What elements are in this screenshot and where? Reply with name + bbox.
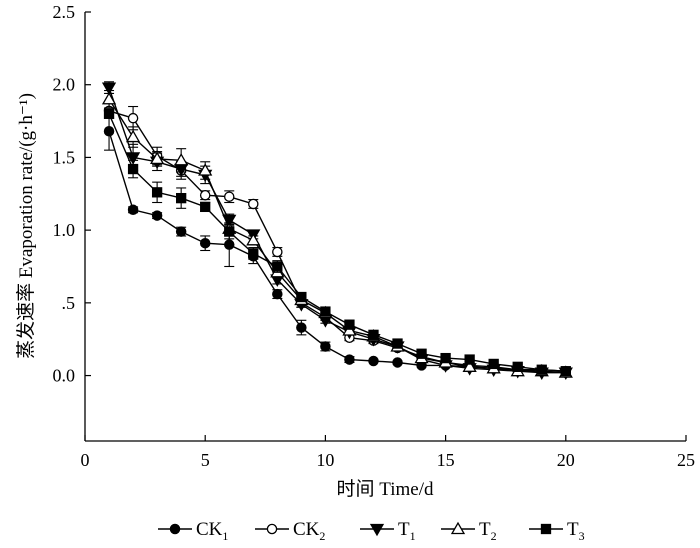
data-point: [512, 361, 523, 372]
y-tick-label: 1.0: [53, 220, 76, 240]
data-point: [125, 152, 141, 165]
data-point: [151, 187, 163, 198]
data-point: [199, 189, 211, 201]
plot-area: [101, 81, 573, 380]
legend-subscript: 2: [319, 529, 325, 543]
data-point: [248, 248, 259, 259]
data-point: [392, 338, 403, 349]
data-point: [536, 364, 547, 375]
data-point: [198, 163, 213, 176]
data-point: [149, 151, 165, 165]
x-tick-label: 20: [557, 450, 575, 470]
data-point: [464, 354, 475, 365]
data-point: [127, 204, 139, 216]
data-point: [368, 329, 379, 340]
data-point: [224, 226, 235, 237]
legend-label: CK2: [293, 519, 325, 543]
legend-item: T1: [360, 519, 416, 543]
legend-subscript: 3: [579, 529, 585, 543]
legend: CK1 CK2 T1 T2 T3: [158, 519, 585, 543]
series-t2: [101, 89, 573, 378]
legend-label: T1: [398, 519, 416, 543]
ticks: 0 5 10 15 20 25 0.0 .5 1.0 1.5 2.0 2.5: [53, 2, 696, 470]
data-point: [272, 261, 283, 272]
legend-item: CK2: [255, 519, 325, 543]
data-point: [416, 348, 427, 359]
data-point: [175, 226, 187, 237]
data-point: [344, 354, 355, 365]
legend-subscript: 1: [410, 529, 416, 543]
data-point: [127, 112, 139, 124]
series-line: [108, 110, 566, 374]
legend-marker: [169, 523, 181, 535]
data-point: [199, 237, 211, 249]
legend-label: T2: [479, 519, 497, 543]
series-ck1: [103, 111, 572, 377]
legend-marker: [450, 521, 466, 535]
data-point: [103, 108, 115, 119]
data-point: [488, 358, 499, 370]
data-point: [223, 191, 235, 202]
data-point: [103, 125, 115, 137]
legend-subscript: 1: [222, 529, 228, 543]
y-tick-label: .5: [62, 293, 76, 313]
x-tick-label: 15: [437, 450, 455, 470]
x-tick-label: 5: [201, 450, 210, 470]
x-tick-label: 10: [316, 450, 334, 470]
data-point: [296, 291, 307, 303]
data-point: [200, 201, 211, 213]
y-tick-label: 2.0: [53, 75, 76, 95]
data-point: [272, 288, 283, 300]
legend-subscript: 2: [491, 529, 497, 543]
legend-item: T3: [529, 519, 585, 543]
data-point: [101, 82, 117, 95]
x-axis-label: 时间 Time/d: [337, 478, 434, 500]
legend-label: T3: [567, 519, 585, 543]
legend-marker: [369, 523, 385, 537]
series-ck2: [103, 103, 572, 378]
x-tick-label: 0: [81, 450, 90, 470]
data-point: [248, 198, 259, 210]
data-point: [127, 163, 139, 175]
series-t1: [101, 81, 573, 380]
data-point: [246, 233, 261, 246]
y-tick-label: 0.0: [53, 366, 76, 386]
data-point: [174, 153, 189, 166]
axes: [84, 12, 686, 442]
legend-label: CK1: [196, 519, 228, 543]
data-point: [320, 306, 331, 317]
data-point: [296, 322, 307, 333]
data-point: [125, 129, 141, 143]
data-point: [272, 246, 283, 258]
legend-item: T2: [441, 519, 497, 543]
y-tick-label: 1.5: [53, 147, 76, 167]
data-point: [560, 366, 571, 377]
data-point: [151, 210, 163, 221]
x-tick-label: 25: [677, 450, 695, 470]
data-point: [344, 319, 355, 330]
data-point: [368, 355, 379, 367]
data-point: [223, 239, 235, 250]
y-axis-label: 蒸发速率 Evaporation rate/(g·h⁻¹): [15, 93, 37, 359]
data-point: [392, 357, 403, 368]
data-point: [440, 352, 451, 364]
legend-item: CK1: [158, 519, 228, 543]
data-point: [462, 359, 477, 372]
data-point: [320, 341, 331, 352]
y-tick-label: 2.5: [53, 2, 76, 22]
legend-marker: [266, 523, 278, 535]
legend-marker: [540, 523, 552, 535]
data-point: [101, 91, 117, 105]
series-line: [108, 113, 566, 372]
series-t3: [103, 108, 571, 377]
data-point: [176, 192, 187, 204]
